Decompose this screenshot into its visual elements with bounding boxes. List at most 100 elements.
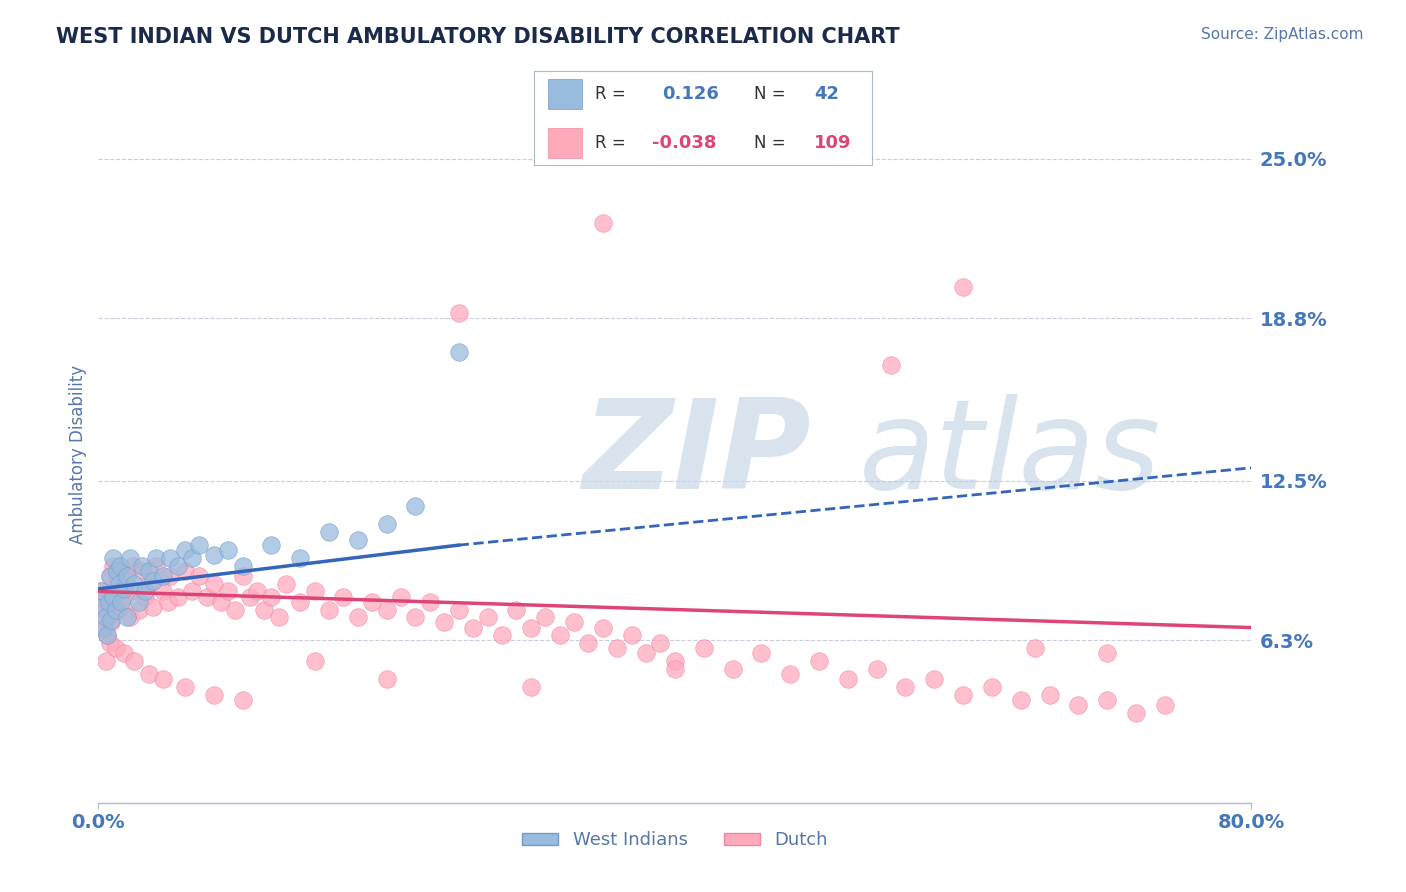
Point xyxy=(260,538,283,552)
Point xyxy=(98,569,121,583)
Point xyxy=(122,558,145,573)
Point xyxy=(260,590,283,604)
Point xyxy=(433,615,456,630)
Point xyxy=(375,602,398,616)
Point xyxy=(592,216,614,230)
Point xyxy=(1097,692,1119,706)
Text: Source: ZipAtlas.com: Source: ZipAtlas.com xyxy=(1201,27,1364,42)
Point xyxy=(664,662,686,676)
Point xyxy=(318,602,340,616)
Point xyxy=(110,595,132,609)
Point xyxy=(134,584,156,599)
Point xyxy=(103,595,125,609)
Point xyxy=(134,590,156,604)
Point xyxy=(548,628,571,642)
Point xyxy=(112,646,135,660)
Point xyxy=(620,628,643,642)
Point xyxy=(447,306,470,320)
Point xyxy=(447,344,470,359)
Point xyxy=(138,576,160,591)
Point xyxy=(1154,698,1177,712)
Point xyxy=(1010,692,1032,706)
Point xyxy=(952,688,974,702)
Point xyxy=(405,610,427,624)
Bar xyxy=(548,78,582,109)
Point xyxy=(90,584,112,599)
Point xyxy=(332,590,354,604)
Point xyxy=(375,672,398,686)
Text: ZIP: ZIP xyxy=(582,394,811,516)
Point xyxy=(107,584,129,599)
Point xyxy=(520,621,543,635)
Point xyxy=(90,584,112,599)
Point xyxy=(304,584,326,599)
Point xyxy=(664,654,686,668)
Point xyxy=(142,599,165,614)
Point xyxy=(145,551,167,566)
Point xyxy=(120,610,142,624)
Point xyxy=(894,680,917,694)
Point xyxy=(650,636,672,650)
Point xyxy=(1024,641,1046,656)
Point xyxy=(128,595,150,609)
Point xyxy=(174,543,197,558)
Text: -0.038: -0.038 xyxy=(652,134,717,152)
Point xyxy=(592,621,614,635)
Point xyxy=(112,590,135,604)
Point xyxy=(108,558,131,573)
Point xyxy=(98,636,121,650)
Point xyxy=(96,628,118,642)
Point xyxy=(751,646,773,660)
Point xyxy=(202,576,225,591)
Text: 42: 42 xyxy=(814,85,839,103)
Point xyxy=(98,569,121,583)
Point xyxy=(94,595,117,609)
Point xyxy=(1097,646,1119,660)
Point xyxy=(124,576,146,591)
Point xyxy=(808,654,831,668)
Point xyxy=(779,667,801,681)
Point xyxy=(97,610,120,624)
Point xyxy=(419,595,441,609)
Point xyxy=(124,654,146,668)
Point xyxy=(253,602,276,616)
Point xyxy=(520,680,543,694)
Point xyxy=(405,500,427,514)
Point xyxy=(224,602,246,616)
Text: R =: R = xyxy=(595,134,626,152)
Point xyxy=(101,551,124,566)
Point xyxy=(267,610,290,624)
Point xyxy=(138,564,160,578)
Point xyxy=(290,595,312,609)
Point xyxy=(1125,706,1147,720)
Point xyxy=(318,525,340,540)
Point xyxy=(112,582,135,596)
Point xyxy=(138,667,160,681)
Point xyxy=(104,602,127,616)
Point xyxy=(174,564,197,578)
Point xyxy=(837,672,859,686)
Point xyxy=(128,602,150,616)
Point xyxy=(166,558,188,573)
Point xyxy=(534,610,557,624)
Point xyxy=(304,654,326,668)
Point xyxy=(120,551,142,566)
Point xyxy=(217,543,239,558)
Point xyxy=(880,358,903,372)
Point xyxy=(1067,698,1090,712)
Point xyxy=(195,590,218,604)
Text: WEST INDIAN VS DUTCH AMBULATORY DISABILITY CORRELATION CHART: WEST INDIAN VS DUTCH AMBULATORY DISABILI… xyxy=(56,27,900,46)
Point xyxy=(107,576,129,591)
Point xyxy=(108,564,131,578)
Point xyxy=(105,569,128,583)
Point xyxy=(131,564,153,578)
Point xyxy=(461,621,484,635)
Point xyxy=(231,692,254,706)
Point xyxy=(361,595,384,609)
Point xyxy=(152,672,174,686)
Point xyxy=(188,569,211,583)
Point xyxy=(866,662,889,676)
Point xyxy=(174,680,197,694)
Point xyxy=(100,613,122,627)
Point xyxy=(239,590,262,604)
